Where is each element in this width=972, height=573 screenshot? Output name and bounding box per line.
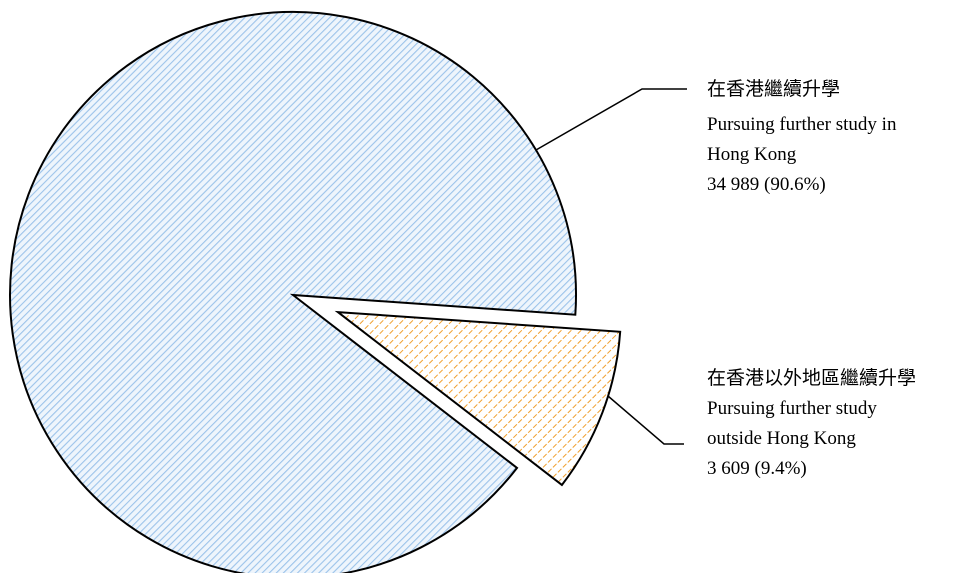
label-outside-hong-kong-en-line2: outside Hong Kong xyxy=(707,428,856,449)
label-outside-hong-kong-en-line1: Pursuing further study xyxy=(707,398,877,419)
label-outside-hong-kong: 在香港以外地區繼續升學 Pursuing further study outsi… xyxy=(707,367,916,479)
label-hong-kong-en-line2: Hong Kong xyxy=(707,144,797,165)
pie-slice-outside-hong-kong xyxy=(334,310,622,487)
label-hong-kong-value: 34 989 (90.6%) xyxy=(707,174,826,195)
leader-line-outside-hong-kong xyxy=(607,395,684,445)
pie-slice-hong-kong xyxy=(9,11,577,573)
label-hong-kong-en-line1: Pursuing further study in xyxy=(707,114,897,135)
label-outside-hong-kong-zh: 在香港以外地區繼續升學 xyxy=(707,367,916,389)
label-hong-kong: 在香港繼續升學 Pursuing further study in Hong K… xyxy=(707,78,897,195)
label-outside-hong-kong-value: 3 609 (9.4%) xyxy=(707,458,807,479)
leader-line-hong-kong xyxy=(535,88,687,151)
label-hong-kong-zh: 在香港繼續升學 xyxy=(707,78,840,100)
